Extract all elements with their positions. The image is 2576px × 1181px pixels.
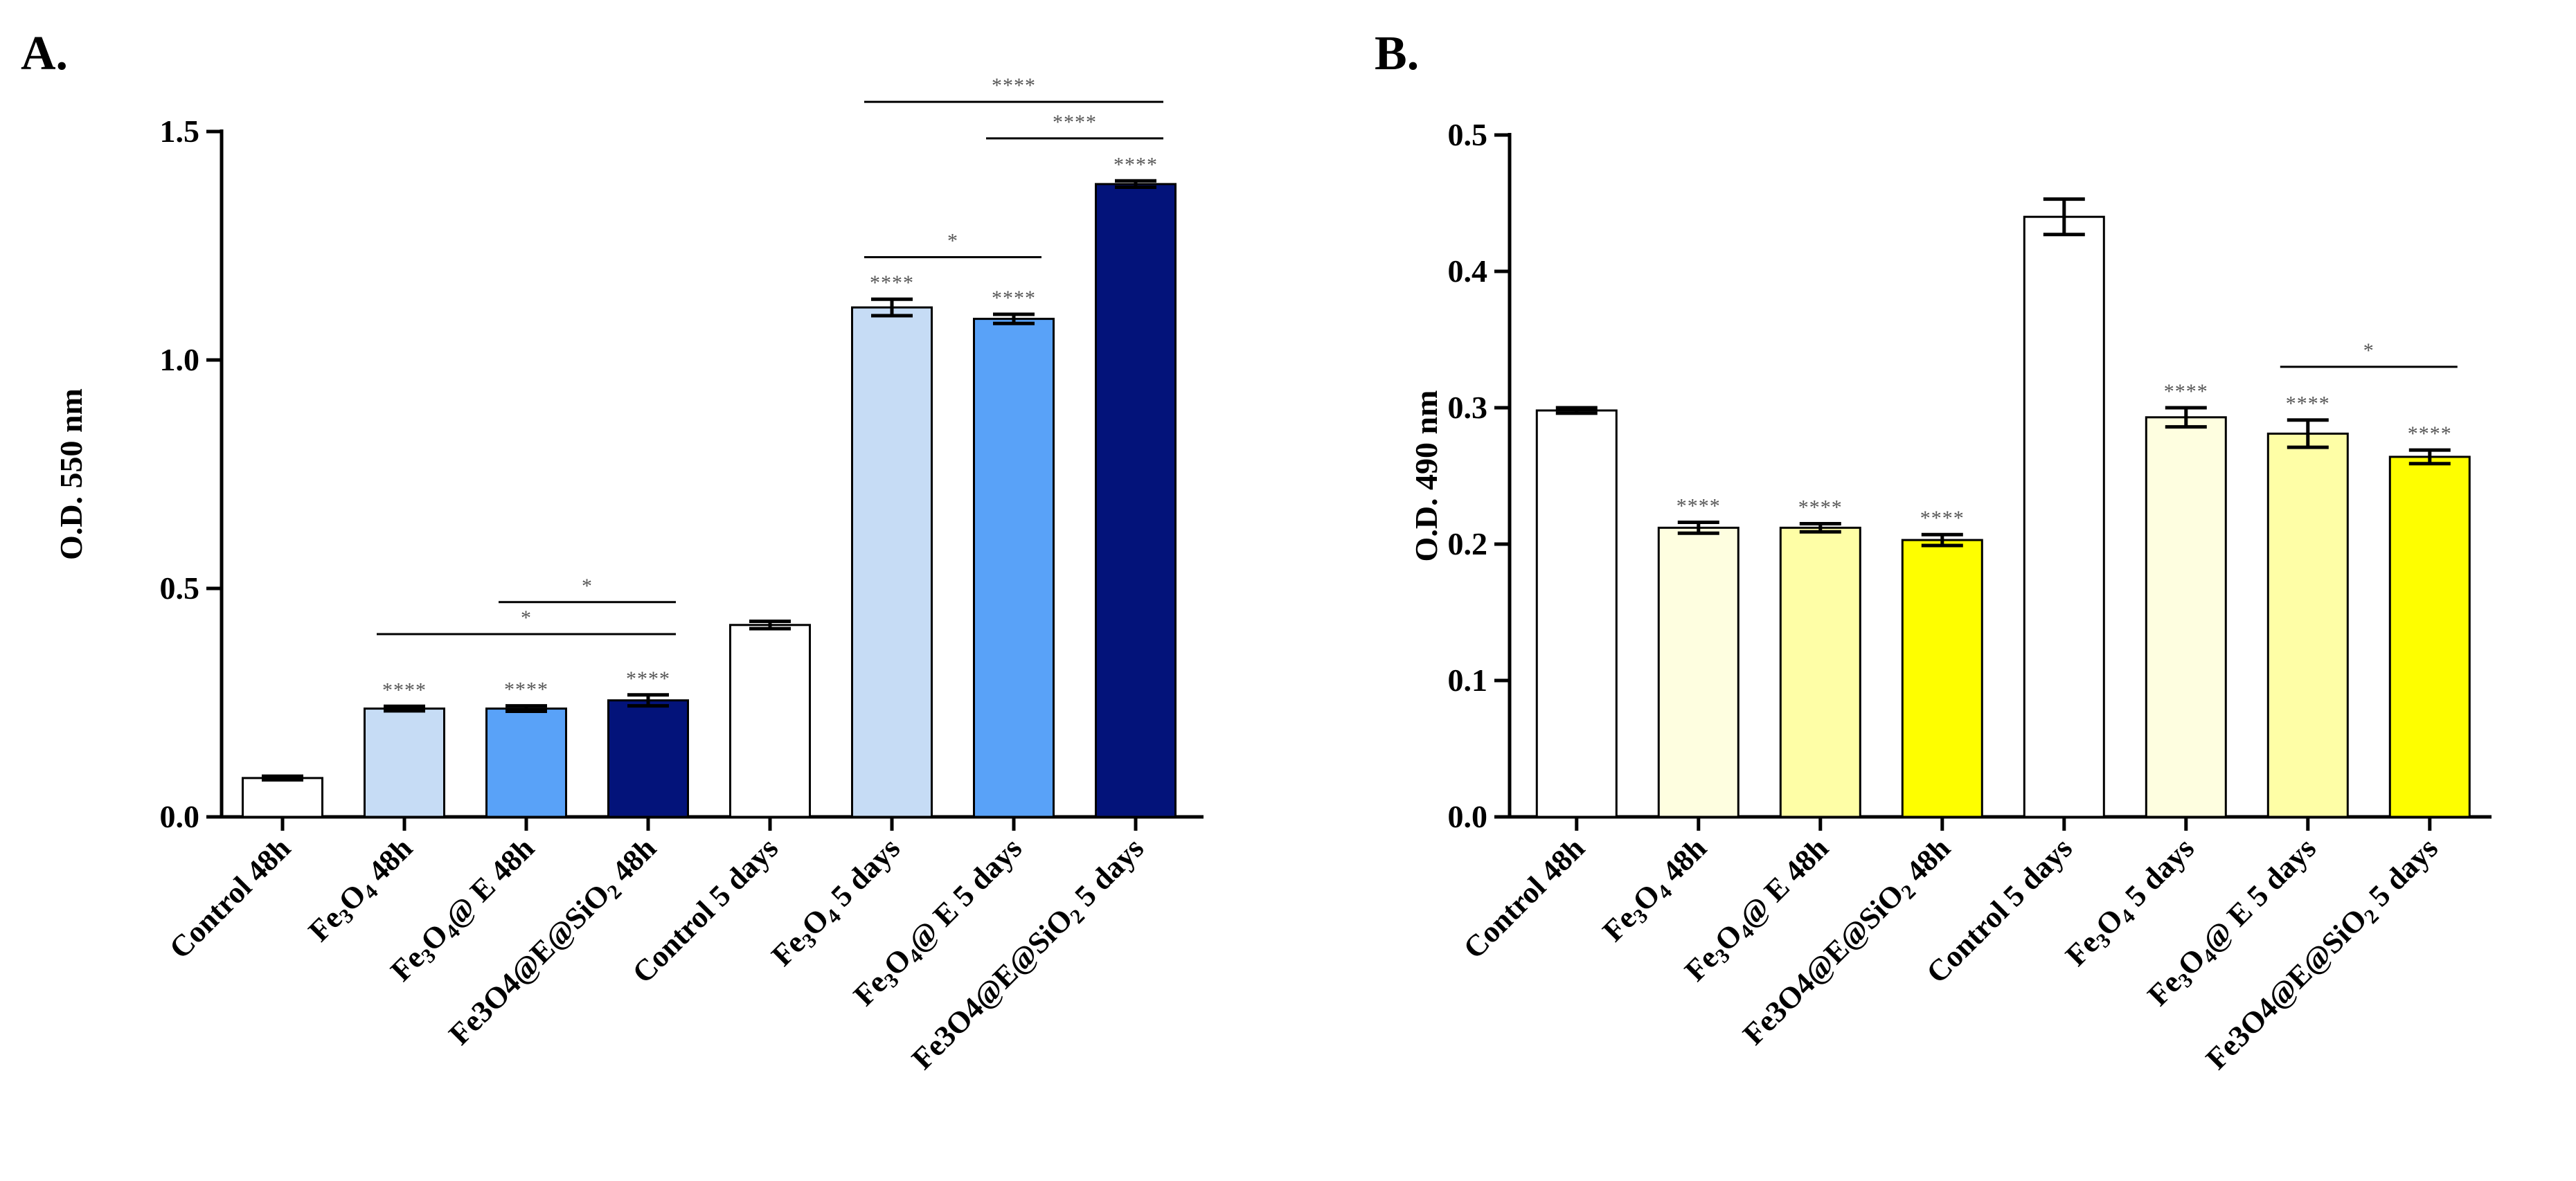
bar [1779, 526, 1861, 818]
y-tick-label: 0.4 [1448, 253, 1488, 289]
chart-a: O.D. 550 nm 0.0 0.5 1.0 1.5 Control 48h **** Fe… [53, 74, 1204, 1078]
bar [485, 707, 567, 818]
y-tick-label: 0.3 [1448, 390, 1488, 425]
bar [2145, 416, 2227, 818]
bar [973, 318, 1055, 818]
bracket-label: **** [1053, 111, 1097, 134]
error-bar [871, 297, 913, 318]
error-bar [1555, 406, 1598, 415]
category-label: Fe3O4 5 days [765, 831, 909, 975]
error-bar [506, 704, 547, 714]
bar [2266, 432, 2349, 818]
significance-bracket: * [377, 606, 676, 635]
bracket-label: * [521, 606, 532, 629]
significance-label: **** [870, 271, 914, 294]
category-label: Control 5 days [1920, 831, 2078, 989]
error-bar [2165, 406, 2207, 429]
y-axis-label: O.D. 550 nm [53, 388, 89, 560]
category-label: Fe3O4 48h [302, 831, 422, 950]
error-bar [1799, 521, 1841, 534]
y-tick-label: 0.2 [1448, 526, 1488, 561]
category-label: Fe3O4 48h [1596, 831, 1716, 950]
significance-bracket: * [864, 230, 1041, 258]
significance-label: **** [382, 678, 427, 701]
y-tick-label: 1.5 [160, 114, 200, 149]
bar [2388, 456, 2471, 818]
significance-bracket: * [2280, 339, 2458, 368]
y-tick-label: 0.0 [1448, 799, 1488, 834]
category-label: Fe3O4@E@SiO2 48h [442, 831, 665, 1054]
significance-bracket: **** [986, 111, 1163, 140]
category-label: Control 48h [163, 831, 297, 965]
panel-label-a: A. [21, 27, 68, 80]
y-tick-label: 1.0 [160, 342, 200, 377]
error-bar [1921, 532, 1963, 548]
significance-label: **** [1113, 153, 1158, 176]
error-bar [262, 774, 303, 782]
bar [1095, 183, 1177, 818]
error-bar [2408, 448, 2451, 466]
error-bar [2043, 197, 2085, 237]
bar [1657, 526, 1739, 818]
category-label: Fe3O4 5 days [2059, 831, 2203, 975]
y-axis-label: O.D. 490 nm [1408, 390, 1444, 562]
bar [2023, 215, 2105, 818]
significance-label: **** [2164, 380, 2208, 403]
chart-b: O.D. 490 nm 0.0 0.1 0.2 0.3 0.4 0.5 Control 48h… [1408, 117, 2492, 1078]
category-label: Control 48h [1457, 831, 1591, 965]
bracket-label: **** [992, 74, 1036, 97]
bar [364, 707, 445, 818]
bar [729, 624, 811, 818]
significance-label: **** [1920, 507, 1965, 530]
bracket-label: * [947, 230, 958, 253]
error-bar [749, 620, 791, 631]
category-label: Fe3O4@E@SiO2 5 days [905, 831, 1152, 1078]
error-bar [384, 704, 425, 713]
significance-label: **** [992, 287, 1036, 309]
bar [1901, 539, 1983, 818]
y-tick-label: 0.0 [160, 799, 200, 834]
bar [607, 699, 689, 818]
bracket-label: * [582, 575, 593, 597]
significance-label: **** [1798, 496, 1843, 519]
significance-label: **** [504, 678, 548, 701]
significance-bracket: **** [864, 74, 1163, 103]
bar [1535, 409, 1618, 818]
panel-label-b: B. [1375, 27, 1419, 80]
bar [242, 777, 323, 818]
error-bar [1677, 520, 1719, 535]
significance-bracket: * [499, 575, 676, 604]
bracket-label: * [2363, 339, 2374, 362]
y-tick-label: 0.1 [1448, 662, 1488, 698]
error-bar [993, 312, 1035, 325]
error-bar [627, 693, 669, 708]
error-bar [2287, 418, 2329, 449]
bar [851, 306, 933, 818]
y-tick-label: 0.5 [1448, 117, 1488, 152]
significance-label: **** [626, 667, 670, 690]
significance-label: **** [1676, 494, 1721, 517]
significance-label: **** [2408, 422, 2452, 445]
y-tick-label: 0.5 [160, 570, 200, 606]
error-bar [1115, 179, 1156, 190]
significance-label: **** [2286, 393, 2330, 415]
category-label: Fe3O4@E@SiO2 5 days [2199, 831, 2447, 1078]
category-label: Fe3O4@E@SiO2 48h [1736, 831, 1959, 1054]
